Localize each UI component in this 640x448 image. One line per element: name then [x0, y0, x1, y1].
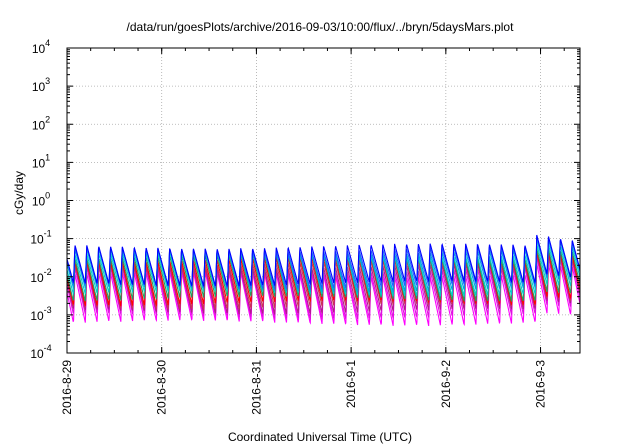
y-tick-label: 102	[32, 114, 50, 132]
y-tick-label: 10-3	[30, 305, 51, 323]
chart-title: /data/run/goesPlots/archive/2016-09-03/1…	[126, 20, 514, 34]
data-series	[66, 234, 581, 327]
y-tick-label: 104	[32, 38, 50, 56]
y-tick-label: 10-2	[30, 267, 51, 285]
x-tick-label: 2016-9-1	[344, 360, 358, 408]
x-tick-label: 2016-8-29	[60, 360, 74, 415]
y-tick-label: 101	[32, 152, 50, 170]
y-tick-label: 10-1	[30, 229, 51, 247]
x-axis-ticks: 2016-8-29 2016-8-30 2016-8-31 2016-9-1 2016-…	[60, 48, 565, 415]
x-tick-label: 2016-9-2	[439, 360, 453, 408]
x-tick-label: 2016-8-30	[155, 360, 169, 415]
y-axis-label: cGy/day	[12, 170, 26, 215]
x-axis-label: Coordinated Universal Time (UTC)	[227, 430, 413, 444]
y-tick-label: 103	[32, 76, 50, 94]
y-tick-label: 100	[32, 191, 50, 209]
x-tick-label: 2016-9-3	[534, 360, 548, 408]
x-tick-label: 2016-8-31	[249, 360, 263, 415]
series-line-9	[66, 234, 581, 288]
y-tick-label: 10-4	[30, 343, 51, 361]
